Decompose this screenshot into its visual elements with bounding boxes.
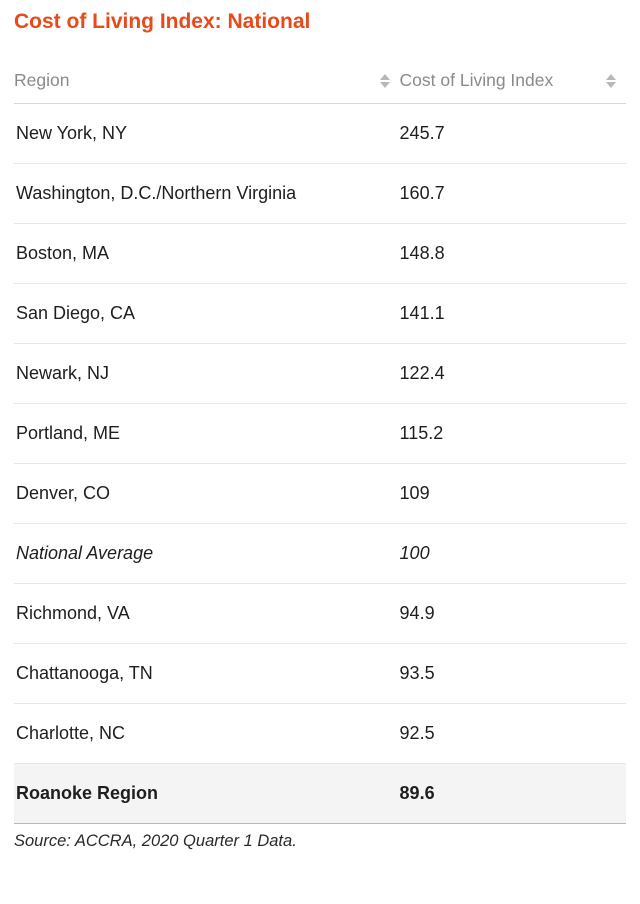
table-row: Roanoke Region89.6 xyxy=(14,764,626,824)
column-header-value[interactable]: Cost of Living Index xyxy=(400,58,626,104)
cell-region: Richmond, VA xyxy=(14,584,400,644)
cell-region: National Average xyxy=(14,524,400,584)
table-row: Denver, CO109 xyxy=(14,464,626,524)
table-row: New York, NY245.7 xyxy=(14,104,626,164)
cell-value: 148.8 xyxy=(400,224,626,284)
cell-value: 141.1 xyxy=(400,284,626,344)
table-row: San Diego, CA141.1 xyxy=(14,284,626,344)
cell-value: 160.7 xyxy=(400,164,626,224)
table-row: Boston, MA148.8 xyxy=(14,224,626,284)
cell-region: Newark, NJ xyxy=(14,344,400,404)
cell-region: Boston, MA xyxy=(14,224,400,284)
sort-icon[interactable] xyxy=(380,74,390,88)
cell-value: 94.9 xyxy=(400,584,626,644)
cell-value: 92.5 xyxy=(400,704,626,764)
sort-icon[interactable] xyxy=(606,74,616,88)
cell-value: 93.5 xyxy=(400,644,626,704)
table-row: Richmond, VA94.9 xyxy=(14,584,626,644)
cell-value: 109 xyxy=(400,464,626,524)
cost-of-living-table: Region Cost of Living Index New York, NY… xyxy=(14,58,626,824)
table-row: Newark, NJ122.4 xyxy=(14,344,626,404)
cell-region: San Diego, CA xyxy=(14,284,400,344)
cell-value: 122.4 xyxy=(400,344,626,404)
table-row: National Average100 xyxy=(14,524,626,584)
column-label: Region xyxy=(14,70,370,91)
cell-value: 89.6 xyxy=(400,764,626,824)
cell-region: Denver, CO xyxy=(14,464,400,524)
cell-value: 115.2 xyxy=(400,404,626,464)
table-row: Portland, ME115.2 xyxy=(14,404,626,464)
cell-region: Charlotte, NC xyxy=(14,704,400,764)
source-note: Source: ACCRA, 2020 Quarter 1 Data. xyxy=(14,824,626,851)
table-row: Charlotte, NC92.5 xyxy=(14,704,626,764)
cell-region: Washington, D.C./Northern Virginia xyxy=(14,164,400,224)
cell-region: Roanoke Region xyxy=(14,764,400,824)
table-row: Washington, D.C./Northern Virginia160.7 xyxy=(14,164,626,224)
cell-value: 100 xyxy=(400,524,626,584)
cell-value: 245.7 xyxy=(400,104,626,164)
cell-region: Portland, ME xyxy=(14,404,400,464)
page-title: Cost of Living Index: National xyxy=(14,10,626,34)
cell-region: New York, NY xyxy=(14,104,400,164)
column-header-region[interactable]: Region xyxy=(14,58,400,104)
table-row: Chattanooga, TN93.5 xyxy=(14,644,626,704)
cell-region: Chattanooga, TN xyxy=(14,644,400,704)
column-label: Cost of Living Index xyxy=(400,70,596,91)
